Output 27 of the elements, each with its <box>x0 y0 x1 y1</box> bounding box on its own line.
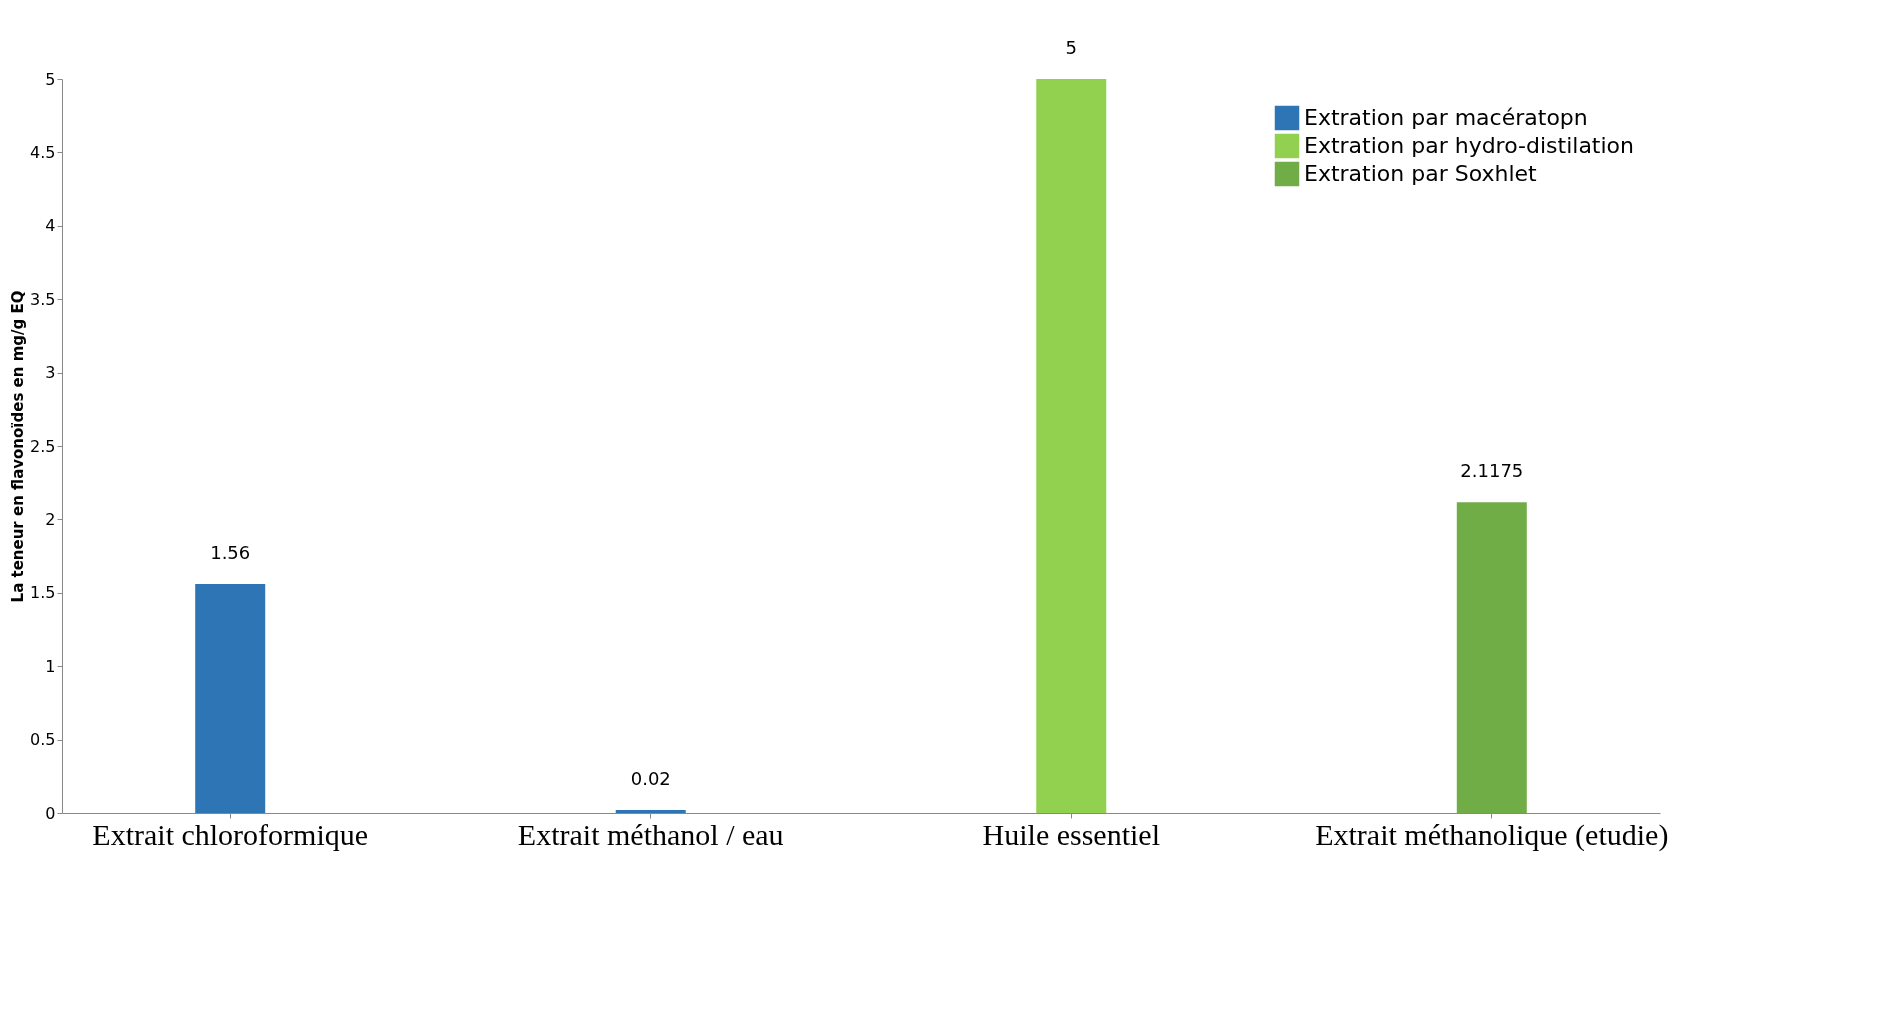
legend-label: Extration par macératopn <box>1304 105 1588 130</box>
x-tick-label: Extrait chloroformique <box>92 817 369 851</box>
bar <box>1036 79 1107 813</box>
bar <box>1456 502 1527 813</box>
y-tick-label: 2 <box>45 509 56 529</box>
y-tick-label: 2.5 <box>30 436 56 456</box>
legend-label: Extration par Soxhlet <box>1304 161 1538 186</box>
y-tick-label: 0.5 <box>30 730 56 750</box>
x-tick-label: Extrait méthanolique (etudie) <box>1315 817 1669 852</box>
data-label: 5 <box>1065 37 1077 58</box>
data-label: 0.02 <box>630 768 671 790</box>
data-label: 1.56 <box>210 541 251 563</box>
y-tick-label: 1.5 <box>30 583 56 603</box>
y-tick-label: 0 <box>45 803 56 823</box>
y-tick-label: 3 <box>45 363 56 383</box>
y-tick-label: 4.5 <box>30 142 56 162</box>
legend-label: Extration par hydro-distilation <box>1304 133 1634 158</box>
x-tick-label: Extrait méthanol / eau <box>517 817 784 851</box>
y-tick-label: 4 <box>45 216 56 236</box>
x-tick-label: Huile essentiel <box>982 817 1160 851</box>
data-label: 2.1175 <box>1460 460 1524 482</box>
y-tick-label: 1 <box>45 656 56 676</box>
bar <box>195 583 266 813</box>
bar <box>615 810 686 813</box>
y-tick-label: 3.5 <box>30 289 56 309</box>
y-tick-label: 5 <box>45 69 56 89</box>
y-axis-title: La teneur en flavonoïdes en mg/g EQ <box>9 290 28 603</box>
